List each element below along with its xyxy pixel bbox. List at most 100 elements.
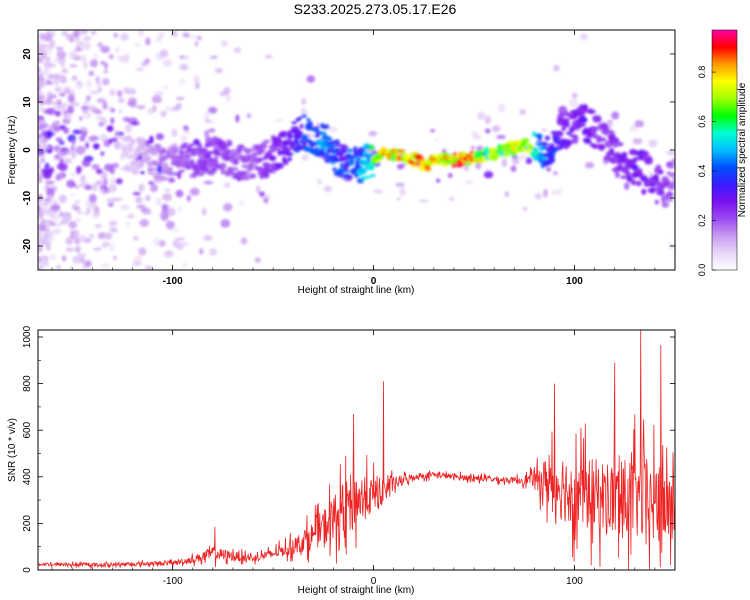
spectrogram-noise-cell <box>38 211 42 215</box>
spectrogram-noise-cell <box>546 167 551 172</box>
spectrogram-ridge-cell <box>257 148 265 154</box>
spectrogram-noise-cell <box>43 32 53 42</box>
spectrogram-noise-cell <box>395 182 405 188</box>
spectrogram-noise-cell <box>61 216 70 225</box>
spectrogram-noise-cell <box>193 138 200 146</box>
spectrogram-noise-cell <box>106 125 114 132</box>
spectrogram-noise-cell <box>396 196 401 201</box>
spectrogram-ridge-cell <box>287 134 294 138</box>
spectrogram-noise-cell <box>52 199 58 206</box>
spectrogram-ridge-cell <box>340 144 349 152</box>
spectrogram-noise-cell <box>92 209 101 219</box>
spectrogram-ridge-cell <box>328 143 336 150</box>
spectrogram-ridge-cell <box>635 180 642 187</box>
spectrogram-noise-cell <box>418 199 429 203</box>
spectrogram-ridge-cell <box>324 151 330 158</box>
spectrogram-noise-cell <box>80 106 89 110</box>
spectrogram-ridge-cell <box>464 161 473 166</box>
spectrogram-noise-cell <box>48 39 56 49</box>
spectrogram-noise-cell <box>263 197 269 204</box>
spectrogram-ridge-cell <box>539 141 548 146</box>
spectrogram-noise-cell <box>522 206 528 212</box>
colorbar: 0.0 0.2 0.4 0.6 0.8 Normalized spectral ampl… <box>697 29 748 276</box>
spectrogram-ridge-cell <box>291 121 297 125</box>
spectrogram-ridge-cell <box>261 142 268 149</box>
spectrogram-noise-cell <box>162 59 173 67</box>
spectrogram-noise-cell <box>45 180 55 185</box>
spectrogram-noise-cell <box>484 128 491 134</box>
spectrogram-ytick-label: -20 <box>22 238 33 253</box>
spectrogram-noise-cell <box>484 115 491 125</box>
spectrogram-noise-cell <box>118 109 123 114</box>
spectrogram-ridge-cell <box>300 114 308 118</box>
spectrogram-noise-cell <box>39 197 44 207</box>
spectrogram-noise-cell <box>166 208 176 217</box>
spectrogram-noise-cell <box>83 100 90 107</box>
spectrogram-noise-cell <box>113 141 122 150</box>
spectrogram-noise-cell <box>155 197 162 206</box>
spectrogram-noise-cell <box>553 64 560 72</box>
spectrogram-ridge-cell <box>232 159 239 164</box>
spectrogram-noise-cell <box>552 171 558 176</box>
spectrogram-ridge-cell <box>572 136 579 140</box>
spectrogram-noise-cell <box>69 64 78 68</box>
spectrogram-ridge-cell <box>375 154 384 160</box>
spectrogram-noise-cell <box>39 32 45 41</box>
spectrogram-ridge-cell <box>205 169 210 173</box>
spectrogram-ridge-cell <box>310 141 315 149</box>
spectrogram-ridge-cell <box>621 151 628 158</box>
spectrogram-noise-cell <box>220 219 231 228</box>
spectrogram-ridge-cell <box>582 104 588 111</box>
spectrogram-noise-cell <box>56 162 66 170</box>
spectrogram-ridge-cell <box>630 181 637 185</box>
spectrogram-noise-cell <box>150 183 158 193</box>
spectrogram-noise-cell <box>54 228 59 236</box>
spectrogram-noise-cell <box>323 185 333 192</box>
spectrogram-noise-cell <box>89 59 98 68</box>
spectrogram-noise-cell <box>69 193 76 197</box>
spectrogram-ridge-cell <box>334 143 343 147</box>
spectrogram-noise-cell <box>65 247 74 252</box>
spectrogram-noise-cell <box>96 168 103 174</box>
spectrogram-ridge-cell <box>183 142 189 150</box>
spectrogram-ridge-cell <box>254 145 262 150</box>
spectrogram-noise-cell <box>179 55 185 59</box>
spectrogram-noise-cell <box>113 32 119 38</box>
spectrogram-ridge-cell <box>249 173 257 179</box>
spectrogram-ridge-cell <box>652 187 660 191</box>
spectrogram-noise-cell <box>116 90 123 97</box>
spectrogram-ridge-cell <box>147 167 155 172</box>
spectrogram-noise-cell <box>210 55 218 59</box>
spectrogram-ridge-cell <box>587 109 596 114</box>
spectrogram-ridge-cell <box>211 158 219 165</box>
spectrogram-noise-cell <box>44 230 54 238</box>
spectrogram-noise-cell <box>59 92 66 97</box>
spectrogram-noise-cell <box>110 117 115 125</box>
spectrogram-noise-cell <box>102 78 110 86</box>
spectrogram-noise-cell <box>470 145 476 150</box>
snr-ytick-label: 1000 <box>22 325 33 348</box>
spectrogram-ridge-cell <box>168 177 176 183</box>
spectrogram-noise-cell <box>85 142 90 149</box>
spectrogram-noise-cell <box>132 192 141 196</box>
spectrogram-ridge-cell <box>179 169 185 173</box>
spectrogram-noise-cell <box>534 192 542 200</box>
spectrogram-noise-cell <box>62 157 73 164</box>
spectrogram-ridge-cell <box>333 139 341 144</box>
spectrogram-noise-cell <box>136 105 146 110</box>
spectrogram-noise-cell <box>73 200 81 204</box>
spectrogram-ridge-cell <box>626 171 631 178</box>
spectrogram-ridge-cell <box>154 144 162 149</box>
spectrogram-noise-cell <box>46 57 51 61</box>
spectrogram-ridge-cell <box>369 174 376 178</box>
spectrogram-ridge-cell <box>263 162 270 168</box>
spectrogram-ridge-cell <box>479 150 484 157</box>
spectrogram-noise-cell <box>139 219 150 227</box>
spectrogram-noise-cell <box>504 191 510 198</box>
spectrogram-ridge-cell <box>358 146 366 154</box>
spectrogram-ridge-cell <box>167 166 173 172</box>
spectrogram-noise-cell <box>632 138 643 145</box>
spectrogram-noise-cell <box>81 30 90 33</box>
